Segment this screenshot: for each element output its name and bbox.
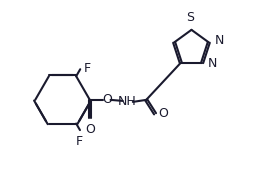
Text: S: S (186, 11, 195, 24)
Text: N: N (214, 34, 224, 47)
Text: O: O (102, 93, 112, 106)
Text: N: N (208, 57, 217, 70)
Text: O: O (85, 123, 95, 136)
Text: O: O (158, 107, 168, 120)
Text: NH: NH (118, 95, 137, 108)
Text: F: F (83, 62, 90, 75)
Text: F: F (76, 135, 83, 148)
